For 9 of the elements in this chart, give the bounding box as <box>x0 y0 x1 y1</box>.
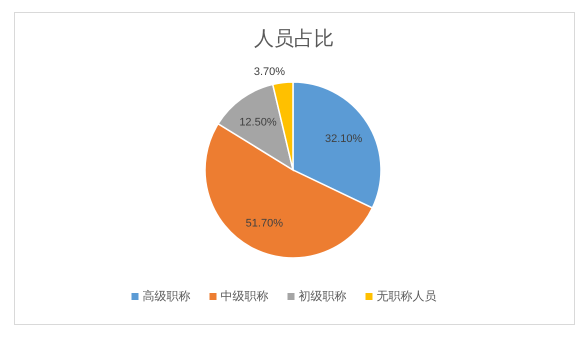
data-label: 3.70% <box>254 66 286 78</box>
legend-label: 无职称人员 <box>376 289 436 303</box>
legend-label: 中级职称 <box>220 289 268 303</box>
legend-label: 高级职称 <box>142 289 190 303</box>
data-label: 51.70% <box>246 218 284 230</box>
data-label: 32.10% <box>324 133 362 146</box>
legend-label: 初级职称 <box>298 289 346 303</box>
data-label: 12.50% <box>239 116 277 128</box>
chart-title: 人员占比 <box>254 28 334 50</box>
